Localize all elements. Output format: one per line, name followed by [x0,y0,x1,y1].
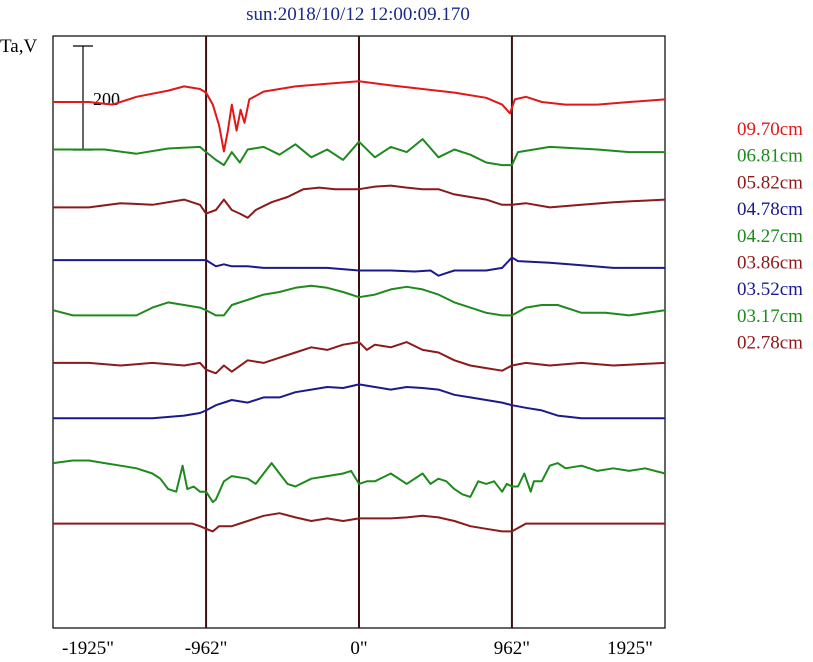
legend-item: 03.52cm [737,279,803,300]
legend-item: 05.82cm [737,172,803,193]
series-line-02.78cm [53,512,665,533]
series-line-03.17cm [52,459,666,504]
series-line-03.86cm [53,341,666,375]
x-tick-label: 962" [494,638,530,659]
x-tick-label: 0" [350,638,367,659]
x-tick-label: 1925" [607,638,653,659]
x-tick-label: -1925" [62,638,114,659]
scale-bar-label: 200 [93,89,120,109]
series-line-06.81cm [53,138,665,167]
series-line-03.52cm [53,383,665,420]
legend: 09.70cm 06.81cm 05.82cm 04.78cm 04.27cm 03.86… [737,119,803,354]
legend-item: 06.81cm [737,146,803,167]
series-line-09.70cm [53,80,666,153]
legend-item: 02.78cm [737,333,803,354]
series-line-04.27cm [52,284,666,317]
legend-item: 04.27cm [737,226,803,247]
legend-item: 03.17cm [737,306,803,327]
x-tick-labels: -1925" -962" 0" 962" 1925" [62,638,653,659]
legend-item: 03.86cm [737,253,803,274]
scale-bar: 200 [73,45,120,151]
x-tick-label: -962" [185,638,228,659]
legend-item: 09.70cm [737,119,803,140]
series-lines [52,80,666,533]
legend-item: 04.78cm [737,199,803,220]
vertical-reference-lines [205,36,513,628]
y-axis-label: Ta,V [0,36,37,57]
chart-title: sun:2018/10/12 12:00:09.170 [246,4,470,25]
series-line-04.78cm [53,256,665,277]
series-line-05.82cm [53,184,666,219]
